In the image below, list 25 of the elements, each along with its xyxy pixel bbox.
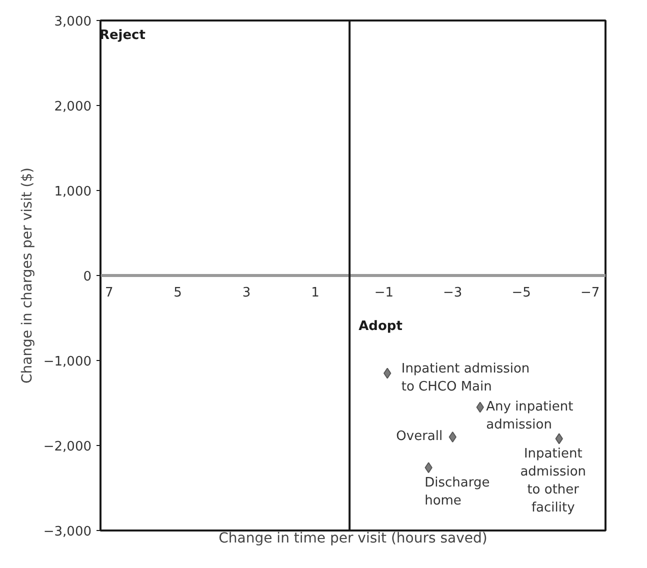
y-axis-title: Change in charges per visit ($) — [19, 167, 36, 384]
x-tick-label: −7 — [580, 286, 600, 300]
annotation: Reject — [99, 28, 146, 44]
y-tick-label: 0 — [83, 270, 92, 284]
point — [448, 432, 456, 442]
annotation: Adopt — [358, 318, 402, 334]
series-label: Any inpatient admission — [486, 399, 574, 432]
x-tick-label: −3 — [443, 286, 462, 300]
series-label: Discharge home — [424, 476, 490, 509]
series-label: Inpatient admission to other facility — [520, 446, 586, 516]
y-tick-label: −3,000 — [43, 524, 92, 540]
x-tick-label: 7 — [104, 286, 114, 300]
series-label: Overall — [396, 429, 443, 444]
x-tick-label: −5 — [512, 286, 531, 300]
y-tick-label: −2,000 — [43, 440, 92, 454]
x-tick-label: 5 — [174, 286, 182, 300]
y-tick-label: 2,000 — [54, 100, 92, 114]
y-tick-label: 3,000 — [54, 14, 92, 30]
x-tick-label: 1 — [311, 286, 320, 300]
series-label: Inpatient admission to CHCO Main — [401, 361, 530, 394]
x-tick-label: −1 — [374, 286, 394, 300]
y-tick-label: 1,000 — [54, 184, 92, 200]
y-tick-label: −1,000 — [43, 354, 92, 370]
x-axis-title: Change in time per visit (hours saved) — [218, 530, 488, 546]
x-tick-label: 3 — [242, 286, 251, 300]
